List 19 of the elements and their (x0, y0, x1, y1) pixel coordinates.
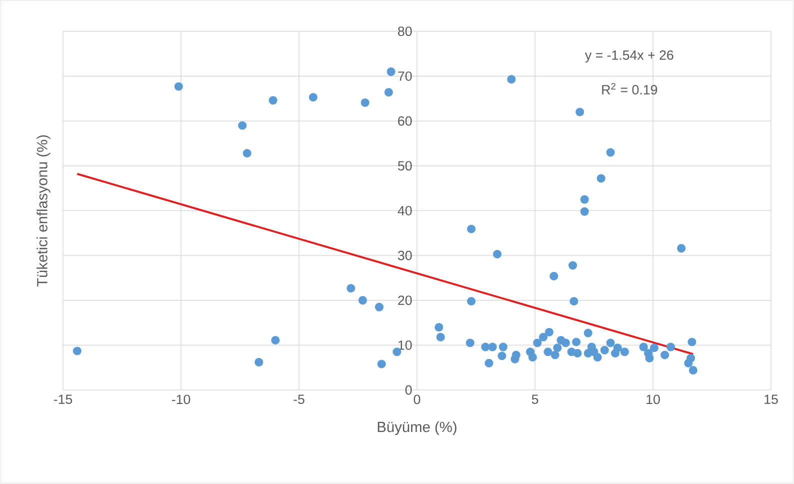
x-tick-label: -10 (172, 394, 190, 404)
x-tick-label: -5 (294, 394, 304, 404)
y-tick-label: 0 (405, 385, 412, 395)
y-axis-title: Tüketici enflasyonu (%) (36, 135, 50, 287)
y-tick-label: 80 (398, 26, 412, 36)
annotation: R$^{2}$ = 0.19 (602, 82, 658, 94)
x-axis-title: Büyüme (%) (378, 421, 456, 436)
x-tick-label: 10 (646, 394, 660, 404)
x-tick-label: 5 (532, 394, 538, 404)
y-tick-label: 50 (398, 161, 412, 171)
y-tick-label: 60 (398, 116, 412, 126)
annotation: y = -1.54x + 26 (584, 50, 674, 62)
y-tick-label: 20 (398, 296, 412, 306)
x-tick-label: 0 (414, 394, 420, 404)
y-tick-label: 40 (398, 206, 412, 216)
y-tick-label: 70 (398, 71, 412, 81)
x-tick-label: -15 (54, 394, 72, 404)
x-tick-label: 15 (764, 394, 778, 404)
y-tick-label: 30 (398, 250, 412, 260)
